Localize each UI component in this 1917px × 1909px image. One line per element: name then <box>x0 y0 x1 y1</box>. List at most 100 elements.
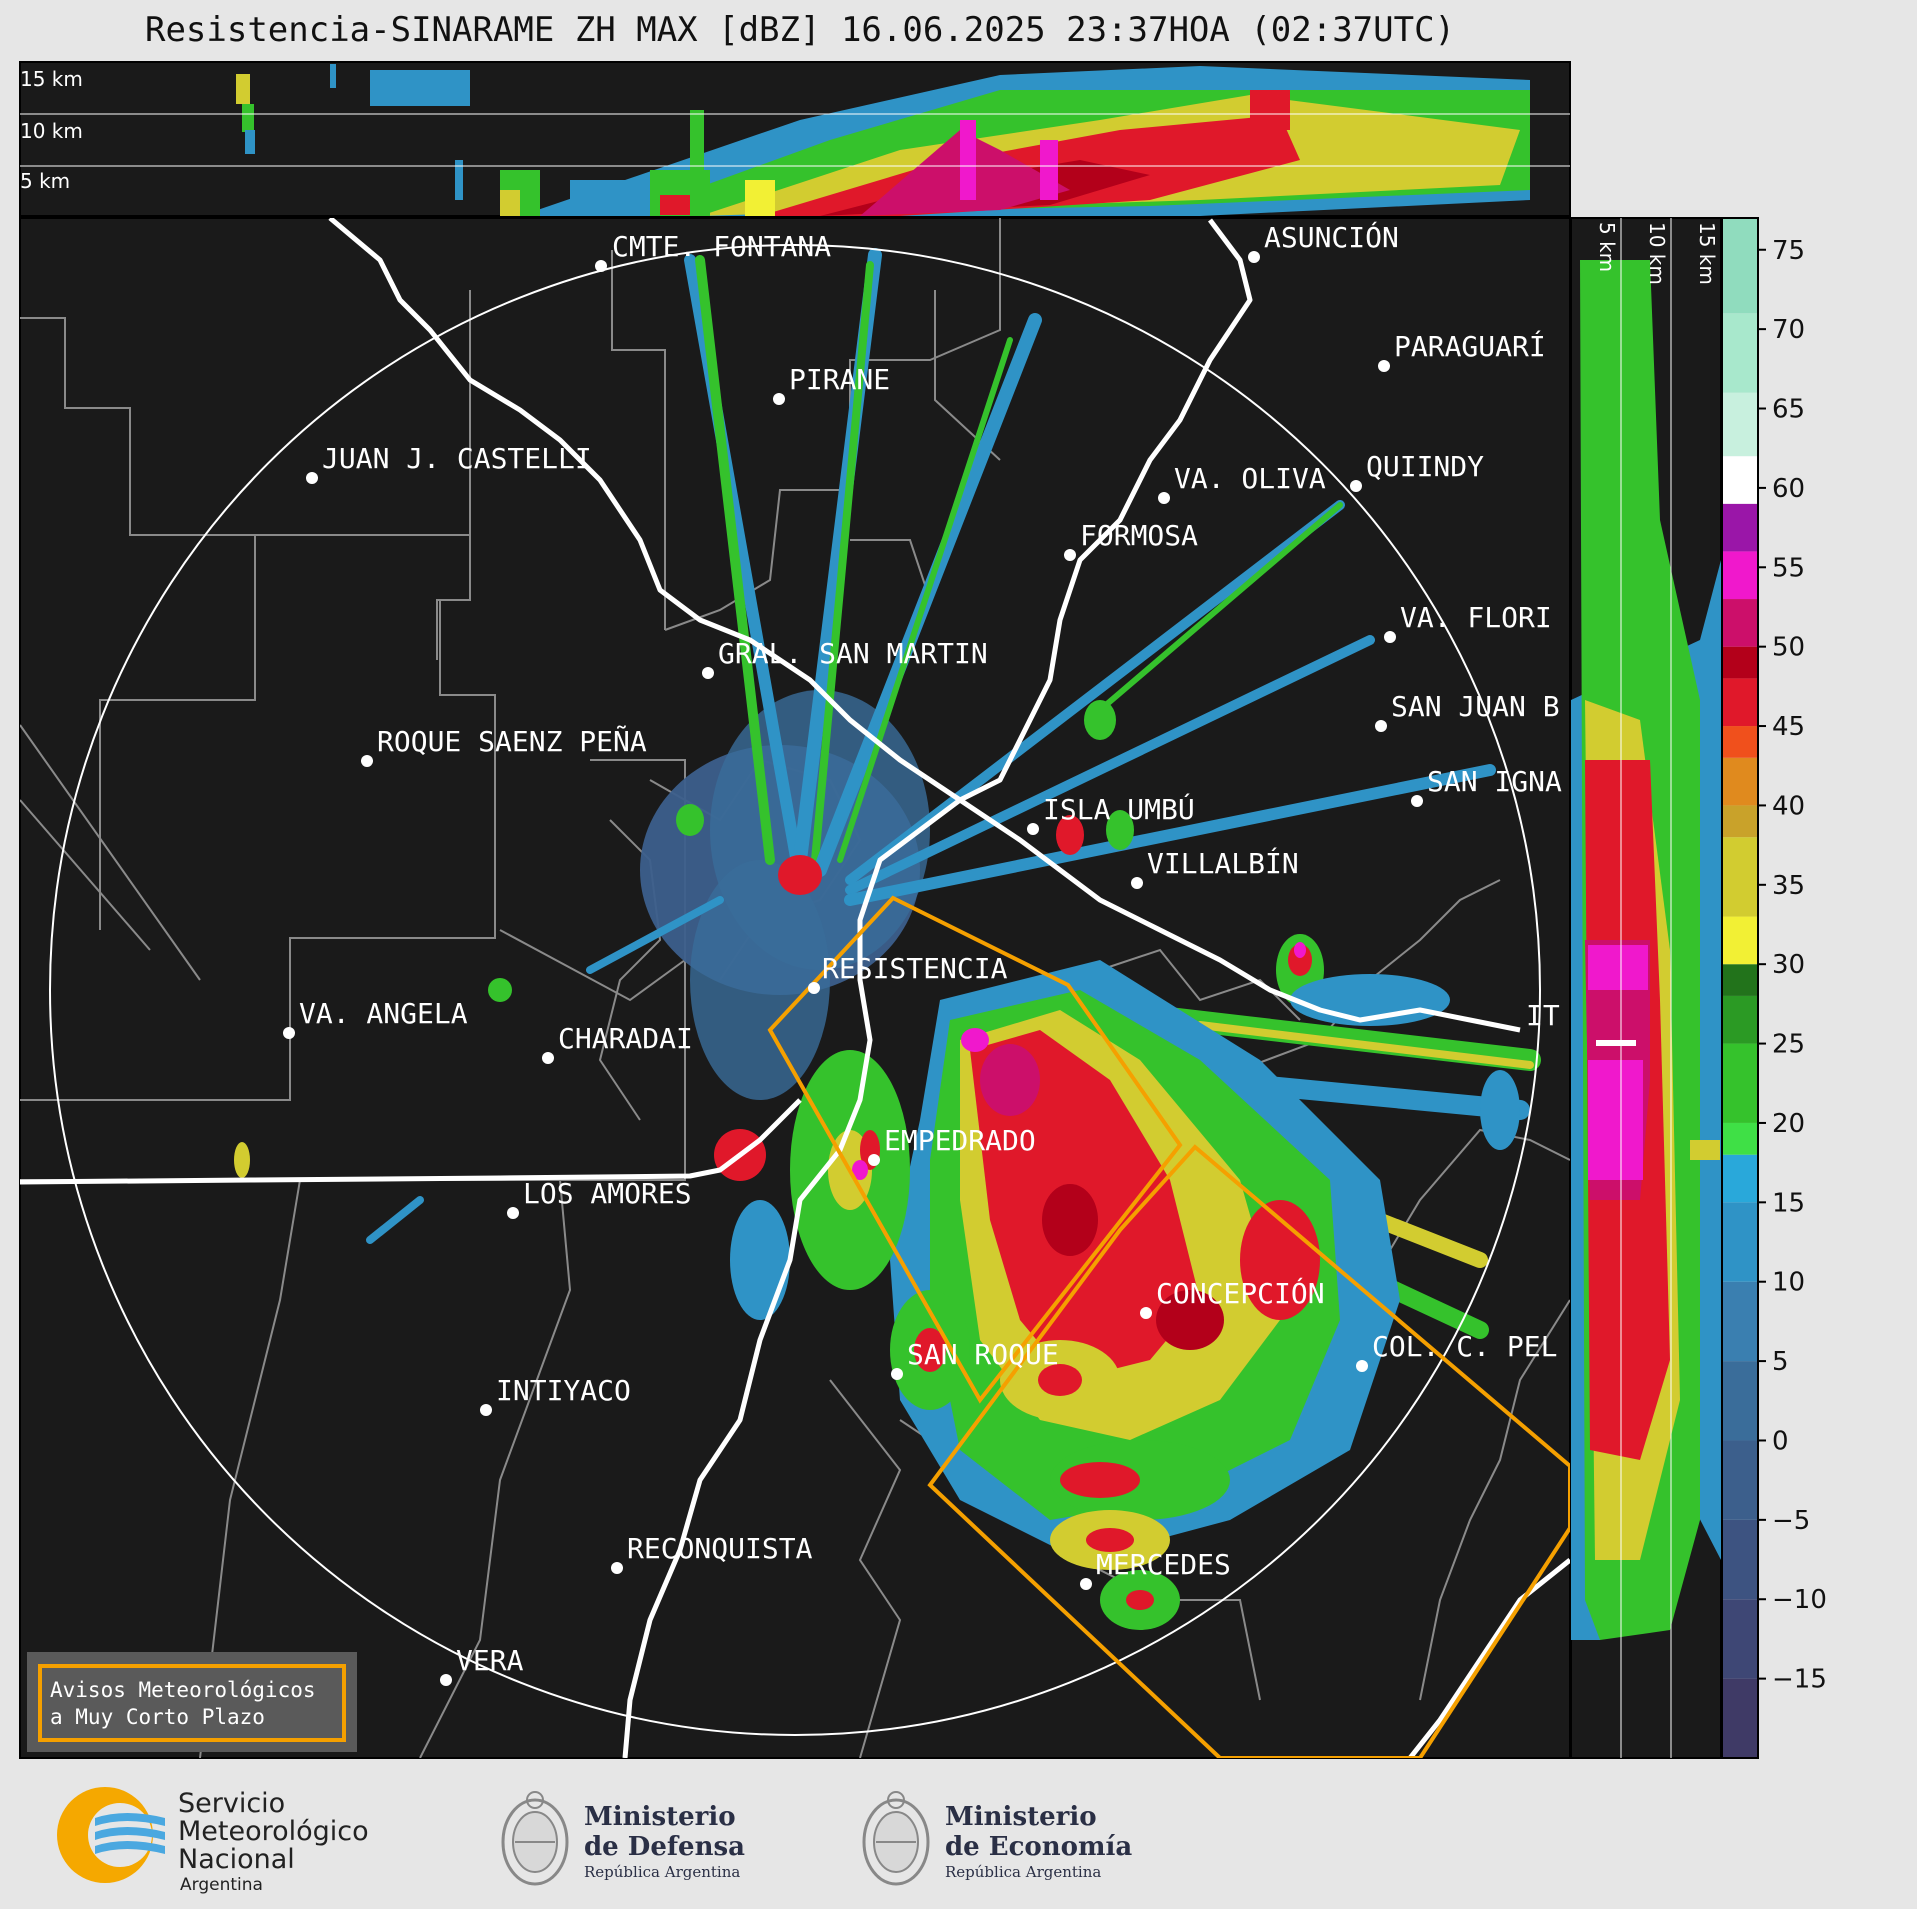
city-va-angela[interactable]: VA. ANGELA <box>283 997 468 1039</box>
radar-figure: 15 km 10 km 5 km <box>19 61 1827 1759</box>
svg-text:VILLALBÍN: VILLALBÍN <box>1147 846 1299 880</box>
city-concepcion[interactable]: CONCEPCIÓN <box>1140 1276 1325 1319</box>
svg-text:RECONQUISTA: RECONQUISTA <box>627 1532 813 1565</box>
city-empedrado[interactable]: EMPEDRADO <box>868 1124 1036 1166</box>
side-tick-5km: 5 km <box>1595 222 1619 272</box>
colorbar-band <box>1722 1202 1758 1282</box>
svg-text:ROQUE SAENZ PEÑA: ROQUE SAENZ PEÑA <box>377 724 647 758</box>
smn-line-1: Servicio <box>178 1788 285 1819</box>
city-cmte-fontana[interactable]: CMTE. FONTANA <box>595 230 831 272</box>
side-tick-15km: 15 km <box>1695 222 1719 285</box>
colorbar-tick-label: −10 <box>1772 1585 1827 1615</box>
city-san-juan-bautista[interactable]: SAN JUAN B <box>1375 690 1560 732</box>
colorbar-band <box>1722 995 1758 1044</box>
svg-text:VA. OLIVA: VA. OLIVA <box>1174 462 1326 495</box>
colorbar-tick-label: 20 <box>1772 1109 1805 1139</box>
city-asuncion[interactable]: ASUNCIÓN <box>1248 220 1399 263</box>
warning-polygon-1[interactable] <box>767 895 1183 1404</box>
svg-text:CHARADAI: CHARADAI <box>558 1022 693 1055</box>
city-juan-j-castelli[interactable]: JUAN J. CASTELLI <box>306 442 592 484</box>
radar-echoes <box>234 248 1541 1630</box>
colorbar-band <box>1722 1281 1758 1362</box>
colorbar-band <box>1722 1122 1758 1155</box>
svg-text:SAN ROQUE: SAN ROQUE <box>907 1338 1059 1371</box>
height-tick-5km: 5 km <box>20 169 70 193</box>
city-labels: CMTE. FONTANA ASUNCIÓN PIRANE PARAGUARÍ … <box>283 220 1562 1686</box>
colorbar-band <box>1722 503 1758 552</box>
city-gral-san-martin[interactable]: GRAL. SAN MARTIN <box>702 637 988 679</box>
svg-text:CMTE. FONTANA: CMTE. FONTANA <box>612 230 831 263</box>
colorbar-band <box>1722 1519 1758 1600</box>
colorbar-band <box>1722 599 1758 647</box>
colorbar-tick-label: 25 <box>1772 1030 1805 1060</box>
radar-map: CMTE. FONTANA ASUNCIÓN PIRANE PARAGUARÍ … <box>19 217 1571 1759</box>
colorbar-tick-label: 30 <box>1772 950 1805 980</box>
svg-text:COL. C. PEL: COL. C. PEL <box>1372 1330 1557 1363</box>
height-panel-side: 5 km 10 km 15 km <box>1570 217 1722 1759</box>
svg-text:ISLA UMBÚ: ISLA UMBÚ <box>1043 792 1195 826</box>
colorbar-band <box>1722 313 1758 393</box>
city-paraguari[interactable]: PARAGUARÍ <box>1378 329 1546 372</box>
city-vera[interactable]: VERA <box>440 1644 524 1686</box>
city-mercedes[interactable]: MERCEDES <box>1080 1548 1231 1590</box>
defensa-line-2: de Defensa <box>584 1832 745 1862</box>
colorbar-tick-label: 60 <box>1772 474 1805 504</box>
smn-emblem-icon <box>57 1787 165 1883</box>
svg-text:PIRANE: PIRANE <box>789 363 890 396</box>
legend-line-2: a Muy Corto Plazo <box>50 1705 265 1729</box>
side-tick-10km: 10 km <box>1645 222 1669 285</box>
city-col-c-pellegrini[interactable]: COL. C. PEL <box>1356 1330 1557 1372</box>
colorbar-band <box>1722 1440 1758 1520</box>
city-villalbin[interactable]: VILLALBÍN <box>1131 846 1299 889</box>
svg-text:SAN JUAN B: SAN JUAN B <box>1391 690 1560 723</box>
colorbar-band <box>1722 218 1758 314</box>
colorbar-tick-label: 35 <box>1772 871 1805 901</box>
svg-text:QUIINDY: QUIINDY <box>1366 450 1484 483</box>
colorbar-tick-label: −15 <box>1772 1665 1827 1695</box>
svg-text:VA. FLORI: VA. FLORI <box>1400 601 1552 634</box>
city-quiindy[interactable]: QUIINDY <box>1350 450 1484 492</box>
colorbar-tick-label: 50 <box>1772 633 1805 663</box>
city-isla-umbu[interactable]: ISLA UMBÚ <box>1027 792 1195 835</box>
smn-logo: Servicio Meteorológico Nacional Argentin… <box>57 1787 369 1895</box>
legend-line-1: Avisos Meteorológicos <box>50 1678 316 1702</box>
city-va-florida[interactable]: VA. FLORI <box>1384 601 1552 643</box>
city-formosa[interactable]: FORMOSA <box>1064 519 1198 561</box>
city-san-ignacio[interactable]: SAN IGNA <box>1411 765 1562 807</box>
warning-polygons <box>767 895 1570 1758</box>
colorbar-band <box>1722 392 1758 457</box>
svg-text:LOS AMORES: LOS AMORES <box>523 1177 692 1210</box>
colorbar-band <box>1722 726 1758 758</box>
height-tick-10km: 10 km <box>20 119 83 143</box>
city-los-amores[interactable]: LOS AMORES <box>507 1177 692 1219</box>
city-reconquista[interactable]: RECONQUISTA <box>611 1532 813 1574</box>
city-va-oliva[interactable]: VA. OLIVA <box>1158 462 1326 504</box>
svg-text:FORMOSA: FORMOSA <box>1080 519 1198 552</box>
svg-text:VERA: VERA <box>456 1644 524 1677</box>
colorbar-band <box>1722 964 1758 996</box>
footer: Servicio Meteorológico Nacional Argentin… <box>57 1787 1132 1895</box>
colorbar-tick-label: −5 <box>1772 1506 1810 1536</box>
city-itati[interactable]: IT <box>1526 999 1560 1032</box>
colorbar-band <box>1722 1043 1758 1123</box>
colorbar-tick-label: 70 <box>1772 315 1805 345</box>
colorbar-band <box>1722 1678 1758 1758</box>
city-intiyaco[interactable]: INTIYACO <box>480 1374 631 1416</box>
colorbar-band <box>1722 916 1758 965</box>
colorbar-tick-label: 0 <box>1772 1426 1789 1456</box>
range-ring <box>49 244 1541 1736</box>
national-coat-of-arms-icon <box>862 1791 930 1886</box>
colorbar-band <box>1722 1154 1758 1203</box>
economia-logo: Ministerio de Economía República Argenti… <box>862 1791 1132 1886</box>
city-roque-saenz-pena[interactable]: ROQUE SAENZ PEÑA <box>361 724 647 767</box>
city-resistencia[interactable]: RESISTENCIA <box>808 952 1008 994</box>
side-echoes <box>1571 260 1721 1640</box>
city-san-roque[interactable]: SAN ROQUE <box>891 1338 1059 1380</box>
economia-line-1: Ministerio <box>945 1802 1097 1832</box>
svg-text:RESISTENCIA: RESISTENCIA <box>822 952 1008 985</box>
rivers <box>20 218 1570 1758</box>
city-charadai[interactable]: CHARADAI <box>542 1022 693 1064</box>
city-pirane[interactable]: PIRANE <box>773 363 890 405</box>
colorbar-bands <box>1722 218 1758 1758</box>
